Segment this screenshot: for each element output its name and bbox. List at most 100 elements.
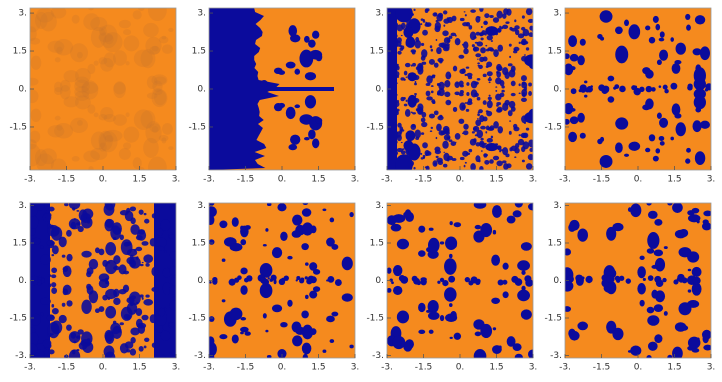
pattern — [439, 114, 443, 118]
pattern — [51, 304, 55, 308]
pattern — [696, 86, 701, 92]
pattern — [81, 82, 99, 94]
pattern — [74, 86, 90, 98]
pattern — [260, 90, 268, 99]
pattern — [502, 13, 507, 19]
pattern — [98, 130, 113, 151]
pattern — [584, 80, 588, 84]
pattern — [47, 283, 52, 288]
pattern — [514, 353, 523, 358]
x-tick-label: 1.5 — [489, 175, 503, 185]
pattern — [125, 112, 130, 118]
pattern — [157, 354, 166, 358]
pattern — [405, 76, 408, 78]
pattern — [514, 203, 523, 208]
pattern — [405, 130, 416, 142]
pattern — [70, 117, 88, 133]
pattern — [426, 96, 433, 101]
pattern — [703, 344, 711, 351]
pattern — [671, 103, 681, 116]
x-tick-label: -3. — [559, 363, 571, 373]
pattern — [628, 24, 641, 40]
pattern — [120, 306, 133, 321]
pattern — [520, 75, 527, 82]
pattern — [475, 119, 482, 127]
pattern — [141, 261, 144, 264]
pattern — [46, 314, 55, 321]
pattern — [51, 254, 55, 257]
x-tick-label: 3. — [707, 363, 716, 373]
pattern — [645, 88, 650, 92]
pattern — [168, 322, 175, 327]
pattern — [292, 335, 303, 347]
pattern — [486, 138, 493, 143]
pattern — [47, 40, 65, 53]
pattern — [76, 209, 80, 212]
pattern — [107, 261, 111, 264]
pattern — [442, 163, 448, 168]
pattern — [228, 278, 236, 286]
pattern — [445, 99, 452, 106]
pattern — [136, 301, 139, 304]
pattern — [104, 331, 115, 344]
pattern — [470, 9, 476, 13]
pattern — [141, 241, 149, 246]
y-tick-label: -1.5 — [366, 314, 384, 324]
pattern — [74, 95, 91, 110]
pattern — [304, 95, 317, 109]
pattern — [403, 26, 414, 38]
pattern — [105, 288, 117, 300]
plot-area — [565, 8, 711, 170]
pattern — [37, 279, 42, 286]
pattern — [87, 63, 96, 75]
panel: -3. -1.5 0. 1.5 3. -3. -1.5 0. 1.5 3. — [9, 201, 180, 373]
pattern — [262, 243, 267, 247]
pattern — [691, 282, 702, 296]
pattern — [149, 314, 157, 324]
y-tick-label: 0. — [18, 85, 27, 95]
pattern — [405, 99, 408, 102]
pattern — [509, 120, 512, 122]
pattern — [470, 276, 478, 284]
y-tick-label: 3. — [553, 201, 562, 211]
pattern — [517, 138, 525, 146]
pattern — [396, 75, 399, 79]
pattern — [40, 312, 44, 317]
pattern — [685, 13, 691, 20]
pattern — [464, 161, 467, 164]
pattern — [506, 215, 516, 224]
pattern — [172, 296, 176, 301]
pattern — [421, 61, 427, 65]
pattern — [422, 142, 428, 149]
pattern — [437, 160, 444, 166]
pattern — [479, 56, 485, 63]
pattern — [422, 29, 428, 36]
pattern — [54, 115, 61, 121]
pattern — [322, 208, 327, 212]
pattern — [36, 8, 54, 23]
x-tick-label: -1.5 — [58, 363, 76, 373]
pattern — [63, 96, 79, 108]
pattern — [492, 155, 500, 161]
pattern — [624, 153, 630, 157]
pattern — [280, 321, 288, 328]
pattern — [486, 71, 493, 77]
pattern — [692, 48, 702, 56]
pattern — [462, 41, 469, 49]
pattern — [76, 349, 80, 352]
pattern — [30, 108, 42, 122]
pattern — [487, 96, 492, 101]
pattern — [439, 241, 445, 245]
pattern — [138, 346, 144, 352]
pattern — [30, 215, 39, 229]
pattern — [393, 285, 403, 295]
pattern — [418, 329, 426, 335]
pattern — [588, 280, 591, 284]
pattern — [645, 98, 654, 110]
pattern — [99, 24, 118, 49]
pattern — [144, 218, 150, 224]
y-tick-label: -3. — [372, 351, 384, 361]
pattern — [209, 214, 215, 226]
y-tick-label: 3. — [375, 201, 384, 211]
y-tick-label: 1.5 — [192, 47, 206, 57]
